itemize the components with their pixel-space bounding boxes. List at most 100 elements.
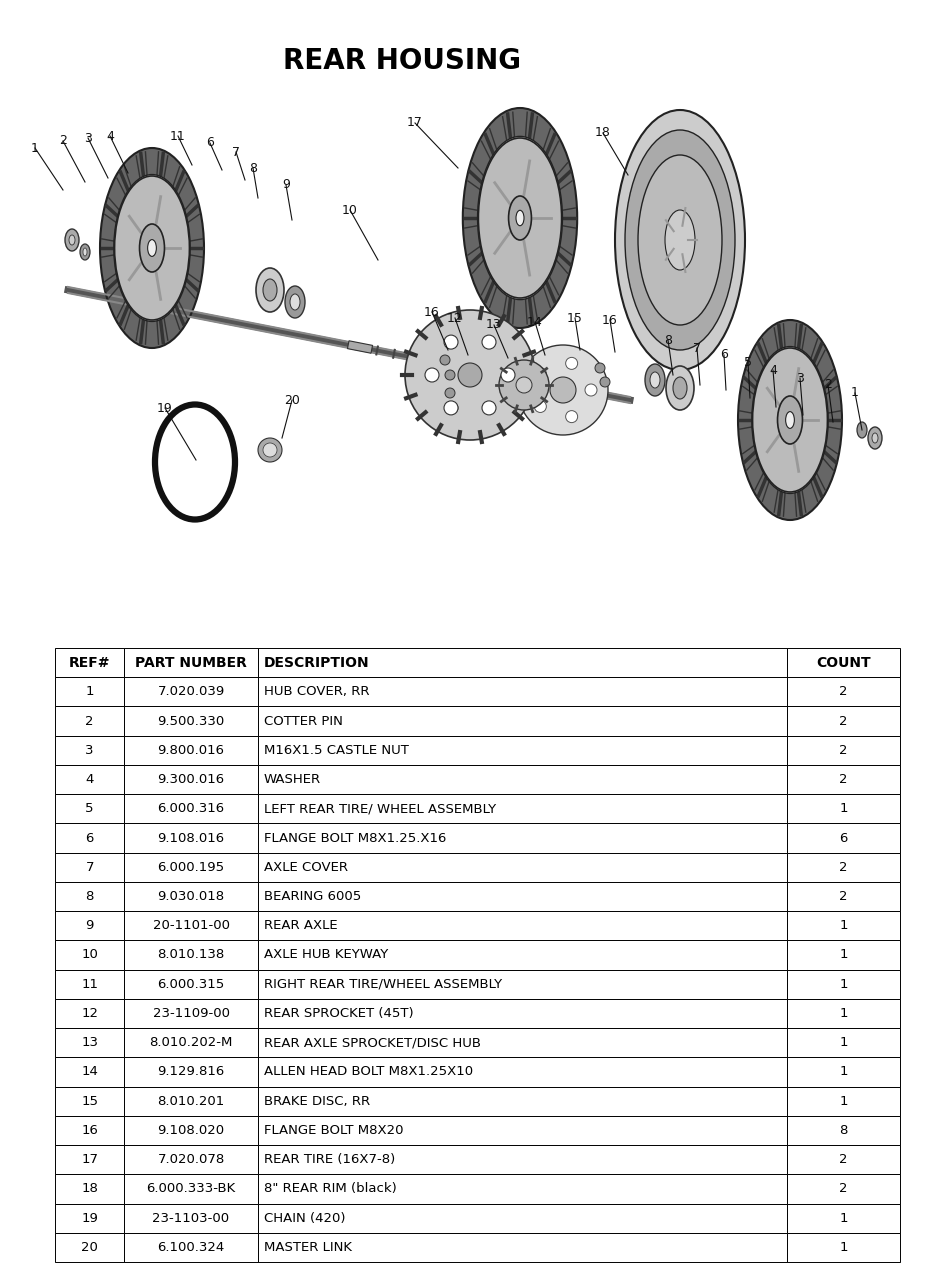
Ellipse shape	[872, 433, 878, 443]
Ellipse shape	[258, 438, 282, 462]
Ellipse shape	[615, 110, 745, 370]
Text: 9.030.018: 9.030.018	[158, 890, 224, 902]
Text: 1: 1	[839, 803, 848, 815]
Text: 9.108.020: 9.108.020	[158, 1124, 224, 1137]
Text: 23-1109-00: 23-1109-00	[152, 1007, 230, 1020]
Bar	[258, 1174, 786, 1203]
Text: 6.000.333-BK: 6.000.333-BK	[147, 1183, 235, 1196]
Bar	[258, 1116, 786, 1146]
Bar	[124, 852, 258, 882]
Bar	[124, 765, 258, 794]
Ellipse shape	[69, 236, 75, 244]
Ellipse shape	[534, 401, 546, 412]
Bar	[786, 677, 900, 707]
Bar	[124, 823, 258, 852]
Text: 9.500.330: 9.500.330	[158, 714, 225, 727]
Ellipse shape	[566, 411, 577, 422]
Text: 8.010.202-M: 8.010.202-M	[149, 1037, 233, 1050]
Text: 5: 5	[744, 356, 752, 369]
Bar	[55, 1146, 124, 1174]
Text: 6: 6	[839, 832, 847, 845]
Bar	[786, 707, 900, 736]
Bar	[786, 998, 900, 1028]
Bar	[124, 736, 258, 765]
Text: AXLE COVER: AXLE COVER	[263, 860, 347, 874]
Bar	[786, 1028, 900, 1057]
Bar	[258, 736, 786, 765]
Text: 20: 20	[81, 1240, 98, 1254]
Text: 19: 19	[157, 402, 173, 415]
Text: 2: 2	[839, 1153, 848, 1166]
Text: 6: 6	[85, 832, 93, 845]
Bar	[786, 648, 900, 677]
Text: 3: 3	[84, 132, 92, 145]
Text: 1: 1	[839, 948, 848, 961]
Text: 16: 16	[424, 306, 440, 319]
Bar	[786, 1116, 900, 1146]
Ellipse shape	[445, 388, 455, 398]
Text: 15: 15	[81, 1094, 98, 1107]
Text: 10: 10	[342, 204, 358, 216]
Bar	[347, 340, 373, 353]
Bar	[124, 1087, 258, 1116]
Bar	[124, 970, 258, 998]
Text: 17: 17	[407, 116, 423, 129]
Text: 1: 1	[85, 685, 94, 699]
Ellipse shape	[80, 244, 90, 260]
Text: 9.129.816: 9.129.816	[158, 1065, 225, 1079]
Ellipse shape	[263, 279, 277, 301]
Ellipse shape	[477, 137, 562, 300]
Text: 9: 9	[85, 919, 93, 932]
Text: 6.000.315: 6.000.315	[158, 978, 225, 991]
Bar	[258, 1233, 786, 1262]
Text: 2: 2	[85, 714, 94, 727]
Text: 7: 7	[85, 860, 94, 874]
Text: REF#: REF#	[69, 655, 110, 669]
Bar	[786, 882, 900, 911]
Ellipse shape	[650, 372, 660, 388]
Text: 4: 4	[85, 773, 93, 786]
Text: 2: 2	[839, 860, 848, 874]
Text: 1: 1	[31, 142, 39, 155]
Text: 16: 16	[81, 1124, 98, 1137]
Text: 14: 14	[81, 1065, 98, 1079]
Text: 3: 3	[85, 744, 94, 756]
Bar	[258, 941, 786, 970]
Text: 1: 1	[851, 387, 859, 399]
Bar	[786, 970, 900, 998]
Ellipse shape	[405, 310, 535, 440]
Bar	[55, 648, 124, 677]
Text: 8: 8	[839, 1124, 847, 1137]
Bar	[786, 794, 900, 823]
Bar	[55, 736, 124, 765]
Text: 9.108.016: 9.108.016	[158, 832, 224, 845]
Ellipse shape	[665, 210, 695, 270]
Text: LEFT REAR TIRE/ WHEEL ASSEMBLY: LEFT REAR TIRE/ WHEEL ASSEMBLY	[263, 803, 496, 815]
Bar	[258, 998, 786, 1028]
Bar	[124, 1174, 258, 1203]
Text: 8.010.138: 8.010.138	[158, 948, 225, 961]
Text: 11: 11	[170, 129, 186, 142]
Text: DESCRIPTION: DESCRIPTION	[263, 655, 370, 669]
Ellipse shape	[445, 370, 455, 380]
Ellipse shape	[83, 248, 87, 256]
Ellipse shape	[534, 367, 546, 380]
Ellipse shape	[508, 196, 531, 241]
Bar	[124, 648, 258, 677]
Text: 8: 8	[85, 890, 93, 902]
Bar	[258, 852, 786, 882]
Text: 14: 14	[527, 315, 543, 329]
Bar	[258, 1087, 786, 1116]
Text: 20-1101-00: 20-1101-00	[152, 919, 230, 932]
Text: 6.000.316: 6.000.316	[158, 803, 224, 815]
Text: HUB COVER, RR: HUB COVER, RR	[263, 685, 369, 699]
Ellipse shape	[785, 412, 795, 429]
Bar	[124, 998, 258, 1028]
Text: 2: 2	[824, 379, 832, 392]
Ellipse shape	[458, 364, 482, 387]
Text: 8: 8	[249, 161, 257, 174]
Bar	[258, 677, 786, 707]
Text: 15: 15	[567, 311, 583, 325]
Bar	[124, 707, 258, 736]
Bar	[55, 1028, 124, 1057]
